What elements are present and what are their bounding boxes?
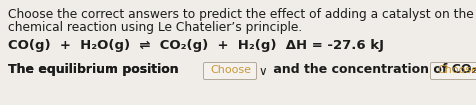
FancyBboxPatch shape: [203, 62, 256, 79]
Text: chemical reaction using Le Chatelier’s principle.: chemical reaction using Le Chatelier’s p…: [8, 21, 302, 34]
Text: Choose: Choose: [436, 65, 476, 75]
FancyBboxPatch shape: [430, 62, 476, 79]
Text: CO(g)  +  H₂O(g)  ⇌  CO₂(g)  +  H₂(g)  ΔH = -27.6 kJ: CO(g) + H₂O(g) ⇌ CO₂(g) + H₂(g) ΔH = -27…: [8, 39, 383, 52]
Text: ∨: ∨: [258, 65, 266, 78]
Text: Choose the correct answers to predict the effect of adding a catalyst on the fol: Choose the correct answers to predict th…: [8, 8, 476, 21]
Text: The equilibrium position: The equilibrium position: [8, 63, 183, 76]
Text: Choose: Choose: [209, 65, 250, 75]
Text: and the concentration of CO₂: and the concentration of CO₂: [268, 63, 476, 76]
Text: The equilibrium position: The equilibrium position: [8, 63, 183, 76]
